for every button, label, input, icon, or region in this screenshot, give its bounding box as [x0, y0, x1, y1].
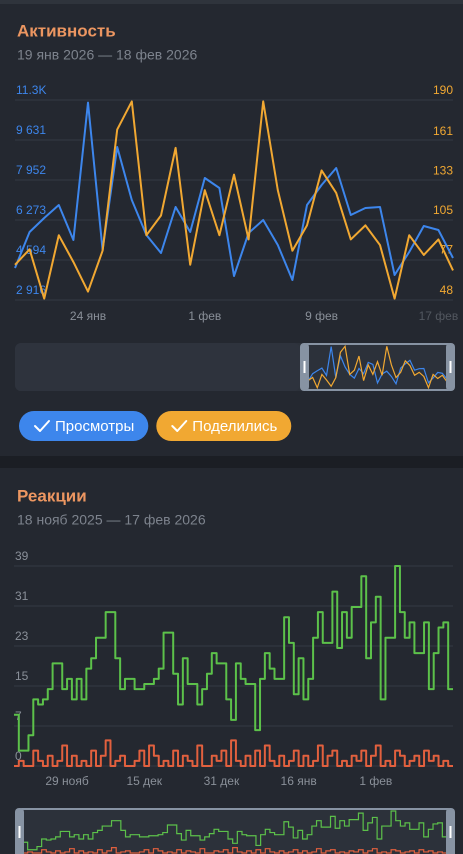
y-tick-label: 31 [15, 589, 29, 603]
y-tick-label: 7 952 [16, 163, 46, 177]
x-tick-label: 1 фев [359, 774, 392, 788]
series-line [14, 100, 454, 300]
x-tick-label: 15 дек [126, 774, 162, 788]
navigator-line [307, 346, 448, 386]
chart-subtitle: 18 нояб 2025 — 17 фев 2026 [17, 512, 206, 528]
x-tick-label: 16 янв [281, 774, 317, 788]
navigator-line [307, 344, 448, 390]
y-tick-label: 15 [15, 669, 29, 683]
y-tick-label: 9 631 [16, 123, 46, 137]
y2-tick-label: 161 [433, 124, 453, 138]
navigator-line [23, 847, 447, 854]
y-tick-label: 11.3K [16, 83, 46, 97]
y2-tick-label: 190 [433, 83, 453, 97]
y2-tick-label: 105 [433, 203, 453, 217]
navigator-dim [15, 343, 300, 391]
x-tick-label: 31 дек [204, 774, 240, 788]
check-icon [34, 420, 50, 432]
x-tick-label: 1 фев [188, 309, 221, 323]
legend-toggle[interactable]: Поделились [156, 411, 292, 441]
x-tick-label: 9 фев [305, 309, 338, 323]
series-line [14, 101, 454, 282]
y-tick-label: 6 273 [16, 203, 46, 217]
series-line [14, 565, 453, 752]
series-line [14, 739, 453, 767]
x-tick-label: 29 нояб [45, 774, 88, 788]
x-tick-label: 17 фев [419, 309, 459, 323]
chart-title: Реакции [17, 486, 87, 505]
legend-label: Просмотры [55, 418, 134, 435]
y-tick-label: 23 [15, 629, 29, 643]
navigator-bg [15, 808, 455, 854]
y-tick-label: 0 [15, 749, 22, 763]
y2-tick-label: 133 [433, 163, 453, 177]
navigator-line [23, 810, 447, 851]
legend-pill[interactable] [156, 411, 292, 441]
check-icon [171, 420, 188, 432]
chart-subtitle: 19 янв 2026 — 18 фев 2026 [17, 47, 197, 63]
y-tick-label: 39 [15, 549, 29, 563]
chart-title: Активность [17, 21, 116, 40]
x-tick-label: 24 янв [70, 309, 106, 323]
y-tick-label: 2 916 [16, 283, 46, 297]
legend-label: Поделились [192, 418, 277, 435]
legend-pill[interactable] [19, 411, 149, 441]
legend-toggle[interactable]: Просмотры [19, 411, 149, 441]
top-strip [0, 0, 463, 4]
y2-tick-label: 48 [440, 283, 454, 297]
